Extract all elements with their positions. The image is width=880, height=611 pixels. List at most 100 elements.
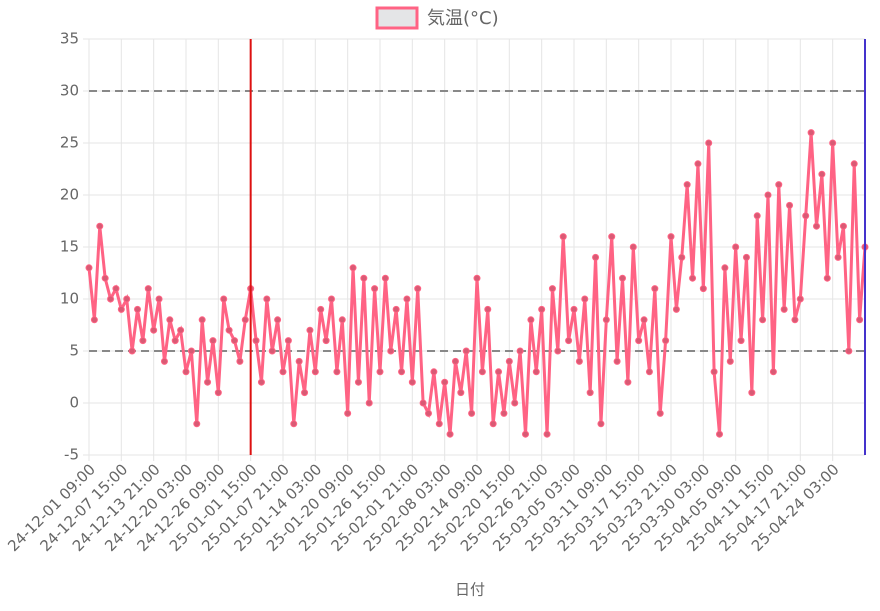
data-point (241, 316, 249, 324)
legend-swatch (375, 6, 419, 30)
data-point (522, 430, 529, 438)
data-point (726, 357, 734, 365)
data-point (721, 264, 729, 272)
data-point (398, 368, 406, 376)
data-point (753, 212, 761, 220)
data-point (381, 274, 389, 282)
data-point (333, 368, 341, 376)
data-point (500, 409, 508, 417)
data-point (392, 305, 400, 313)
data-point (823, 274, 831, 282)
legend-label: 気温(°C) (427, 8, 499, 29)
data-point (791, 316, 799, 324)
data-point (786, 201, 794, 209)
data-point (484, 305, 492, 313)
data-point (592, 253, 600, 261)
data-point (150, 326, 158, 334)
data-point (759, 316, 767, 324)
data-point (252, 337, 260, 345)
data-point (360, 274, 368, 282)
data-point (839, 222, 847, 230)
y-tick-label: 5 (69, 342, 79, 360)
data-point (737, 337, 745, 345)
data-point (764, 191, 772, 199)
data-point (209, 337, 217, 345)
data-point (527, 316, 535, 324)
data-point (516, 347, 524, 355)
data-point (171, 337, 179, 345)
data-point (290, 420, 298, 428)
y-tick-label: 15 (60, 238, 79, 256)
data-point (478, 368, 486, 376)
data-point (90, 316, 98, 324)
data-point (365, 399, 373, 407)
data-point (667, 233, 675, 241)
y-tick-label: 25 (60, 134, 79, 152)
data-point (274, 316, 282, 324)
data-point (446, 430, 454, 438)
data-point (613, 357, 621, 365)
data-point (144, 285, 152, 293)
data-point (672, 305, 680, 313)
data-point (204, 378, 212, 386)
data-point (532, 368, 540, 376)
data-point (160, 357, 168, 365)
data-point (705, 139, 713, 147)
data-point (408, 378, 416, 386)
data-point (543, 430, 551, 438)
data-point (349, 264, 357, 272)
data-point (505, 357, 513, 365)
data-point (769, 368, 777, 376)
data-point (581, 295, 589, 303)
data-point (748, 389, 756, 397)
data-point (344, 409, 352, 417)
data-point (263, 295, 271, 303)
data-point (225, 326, 233, 334)
data-point (575, 357, 583, 365)
data-point (656, 409, 664, 417)
y-tick-label: 35 (60, 30, 79, 48)
data-point (328, 295, 335, 303)
data-point (257, 378, 265, 386)
data-point (586, 389, 594, 397)
data-point (155, 295, 163, 303)
data-point (608, 233, 616, 241)
data-point (220, 295, 228, 303)
data-point (635, 337, 643, 345)
data-point (193, 420, 201, 428)
data-point (694, 160, 702, 168)
data-point (214, 389, 222, 397)
data-point (139, 337, 147, 345)
data-point (425, 409, 432, 417)
data-point (559, 233, 567, 241)
data-point (268, 347, 276, 355)
data-point (279, 368, 287, 376)
data-point (85, 264, 93, 272)
data-point (112, 285, 120, 293)
data-point (107, 295, 115, 303)
data-point (683, 181, 691, 189)
data-point (710, 368, 718, 376)
data-point (856, 316, 864, 324)
data-point (619, 274, 626, 282)
data-point (371, 285, 379, 293)
data-point (101, 274, 109, 282)
data-point (338, 316, 346, 324)
data-point (419, 399, 427, 407)
data-point (780, 305, 788, 313)
data-point (554, 347, 562, 355)
data-point (775, 181, 783, 189)
data-point (306, 326, 314, 334)
data-point (435, 420, 443, 428)
data-point (678, 253, 686, 261)
data-point (468, 409, 476, 417)
data-point (96, 222, 104, 230)
data-point (807, 129, 815, 137)
data-point (597, 420, 605, 428)
data-point (570, 305, 578, 313)
data-point (602, 316, 610, 324)
data-point (689, 274, 697, 282)
data-point (796, 295, 804, 303)
data-point (565, 337, 573, 345)
